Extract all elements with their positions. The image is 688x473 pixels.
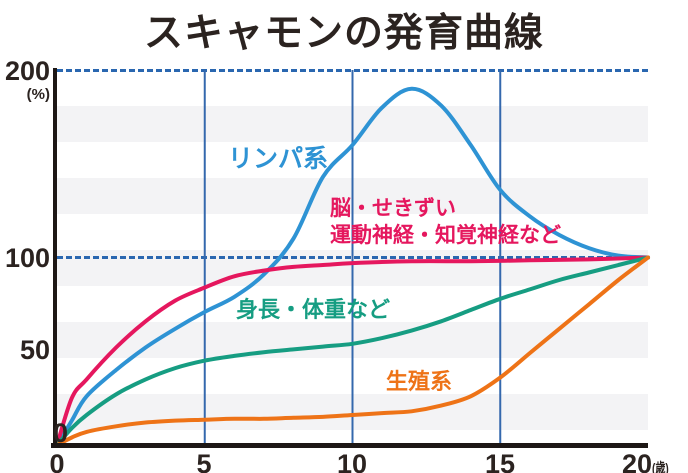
x-tick-5: 5 bbox=[196, 449, 212, 473]
y-axis-unit: (%) bbox=[26, 86, 50, 103]
label-lymphoid: リンパ系 bbox=[228, 145, 329, 173]
x-axis-unit: (歳) bbox=[652, 460, 669, 473]
label-neural-line2: 運動神経・知覚神経など bbox=[330, 223, 561, 247]
y-axis-line bbox=[53, 68, 57, 447]
y-tick-100: 100 bbox=[4, 243, 50, 273]
label-neural: 脳・せきずい 運動神経・知覚神経など bbox=[330, 196, 561, 250]
curves-svg bbox=[55, 70, 650, 447]
curve-reproductive bbox=[55, 255, 650, 447]
x-tick-20: 20 bbox=[621, 449, 653, 473]
curve-general bbox=[55, 255, 650, 447]
curve-lymphoid bbox=[55, 86, 650, 447]
x-tick-10: 10 bbox=[336, 449, 368, 473]
x-tick-15: 15 bbox=[484, 449, 516, 473]
label-neural-line1: 脳・せきずい bbox=[330, 197, 456, 220]
label-general: 身長・体重など bbox=[236, 297, 391, 322]
chart-title: スキャモンの発育曲線 bbox=[143, 12, 544, 55]
label-reproductive: 生殖系 bbox=[386, 369, 453, 394]
x-axis-line bbox=[51, 443, 648, 448]
y-tick-200: 200 bbox=[4, 56, 50, 86]
plot-area bbox=[55, 69, 650, 447]
curve-neural bbox=[55, 255, 650, 447]
y-tick-0: 0 bbox=[52, 418, 68, 448]
x-tick-0: 0 bbox=[49, 449, 65, 473]
y-tick-50: 50 bbox=[19, 335, 50, 365]
